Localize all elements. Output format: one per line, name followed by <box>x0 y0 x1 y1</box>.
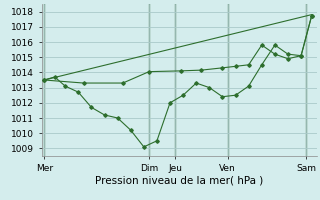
X-axis label: Pression niveau de la mer( hPa ): Pression niveau de la mer( hPa ) <box>95 175 263 185</box>
